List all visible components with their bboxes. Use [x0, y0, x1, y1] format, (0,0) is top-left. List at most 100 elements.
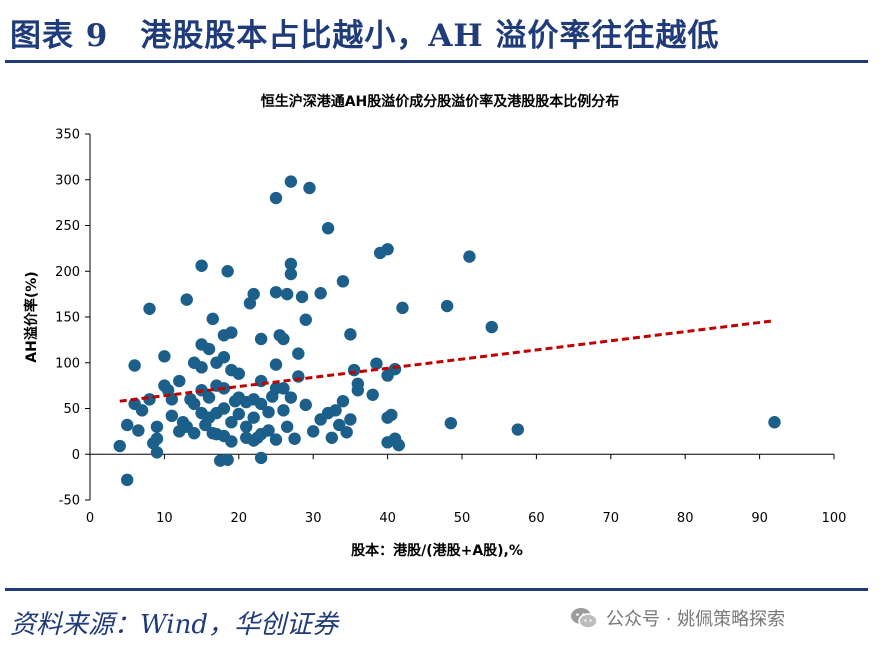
data-point [128, 359, 141, 372]
data-point [392, 438, 405, 452]
data-point [485, 320, 498, 334]
data-point [225, 435, 238, 448]
x-tick-label: 60 [528, 511, 545, 526]
data-point [221, 453, 234, 466]
data-point [381, 243, 394, 256]
data-point [195, 259, 208, 272]
data-point [262, 405, 275, 419]
y-tick-label: 350 [55, 128, 80, 143]
data-point [284, 257, 298, 271]
data-point [269, 191, 283, 205]
scatter-chart: 恒生沪深港通AH股溢价成分股溢价率及港股股本比例分布 -500501001502… [23, 93, 847, 559]
x-tick-label: 0 [86, 511, 94, 526]
x-axis-label: 股本：港股/(港股+A股),% [351, 542, 523, 559]
data-point [277, 382, 290, 395]
data-point [325, 431, 338, 444]
data-point [295, 290, 309, 304]
data-point [269, 358, 283, 371]
data-point [344, 328, 357, 341]
x-tick-label: 10 [156, 511, 173, 526]
data-point [254, 332, 268, 346]
data-point [463, 250, 476, 263]
data-point [303, 181, 316, 195]
data-point [768, 416, 781, 429]
y-tick-label: 200 [55, 265, 80, 280]
data-point [217, 402, 231, 415]
data-point [292, 370, 305, 383]
data-point [254, 451, 268, 465]
data-point [314, 287, 327, 300]
data-point [113, 439, 126, 453]
data-point [284, 391, 298, 404]
y-tick-label: 100 [55, 356, 80, 371]
data-point [444, 416, 458, 430]
data-point [351, 377, 365, 390]
data-point [284, 267, 298, 281]
data-point [202, 391, 216, 404]
data-point [150, 420, 164, 433]
x-tick-label: 90 [751, 511, 768, 526]
data-point [347, 363, 361, 377]
data-point [299, 398, 312, 412]
x-tick-label: 80 [677, 511, 694, 526]
data-point [180, 293, 193, 306]
data-point [206, 312, 219, 326]
x-tick-label: 100 [822, 511, 847, 526]
header-rule [5, 60, 868, 63]
data-point [121, 418, 134, 432]
x-tick-label: 30 [305, 511, 322, 526]
data-point [370, 357, 383, 370]
data-point [277, 332, 290, 346]
chart-title: 恒生沪深港通AH股溢价成分股溢价率及港股股本比例分布 [261, 93, 620, 110]
data-point [366, 388, 379, 401]
data-point [280, 420, 294, 433]
x-tick-label: 40 [379, 511, 396, 526]
watermark-text: 公众号 · 姚佩策略探索 [606, 609, 786, 630]
data-point [269, 286, 283, 299]
data-point [262, 424, 275, 437]
data-point [340, 426, 353, 439]
data-point [336, 275, 350, 288]
y-tick-label: 150 [55, 311, 80, 326]
x-tick-label: 70 [603, 511, 620, 526]
data-point [150, 446, 164, 459]
figure-header: 图表 9 港股股本占比越小，AH 溢价率往往越低 [0, 0, 883, 68]
y-tick-label: 0 [72, 448, 80, 463]
data-point [240, 420, 253, 433]
data-point [299, 313, 312, 326]
wechat-icon [571, 608, 598, 629]
data-point [277, 404, 290, 417]
data-point [284, 175, 298, 188]
y-tick-label: -50 [59, 494, 80, 509]
data-point [247, 411, 260, 424]
y-tick-label: 300 [55, 173, 80, 188]
data-point [232, 367, 245, 380]
data-point [292, 347, 305, 360]
data-point [511, 423, 524, 436]
data-point [321, 222, 335, 235]
data-point [143, 302, 156, 315]
x-tick-label: 20 [231, 511, 248, 526]
y-tick-label: 250 [55, 219, 80, 234]
y-tick-label: 50 [63, 402, 80, 417]
footer-rule [5, 588, 868, 591]
data-point [388, 362, 402, 376]
data-point [150, 432, 164, 445]
data-point [344, 413, 357, 426]
data-point [187, 397, 201, 411]
data-point [307, 425, 320, 438]
data-point [202, 342, 216, 356]
data-point [232, 407, 245, 421]
data-point [396, 301, 409, 315]
data-point [288, 432, 301, 445]
figure-title: 图表 9 港股股本占比越小，AH 溢价率往往越低 [10, 18, 720, 54]
data-point [336, 394, 350, 408]
x-tick-label: 50 [454, 511, 471, 526]
data-point [329, 404, 342, 417]
data-point [440, 299, 454, 313]
data-point [269, 433, 283, 446]
data-point [135, 404, 149, 417]
data-point [217, 351, 231, 364]
data-point [254, 397, 268, 411]
data-point [121, 473, 134, 487]
